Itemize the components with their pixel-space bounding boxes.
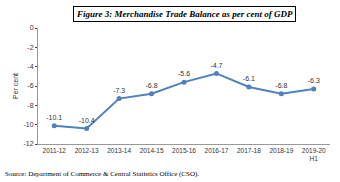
svg-text:-10.1: -10.1 [46, 114, 62, 121]
svg-text:0: 0 [30, 24, 34, 31]
svg-text:2014-15: 2014-15 [140, 147, 164, 154]
svg-text:Figure 3: Merchandise Trade Ba: Figure 3: Merchandise Trade Balance as p… [76, 9, 293, 19]
svg-text:-12: -12 [23, 140, 33, 147]
svg-text:-10.4: -10.4 [79, 117, 95, 124]
svg-text:2016-17: 2016-17 [205, 147, 229, 154]
svg-text:2013-14: 2013-14 [107, 147, 131, 154]
svg-text:-7.3: -7.3 [113, 87, 125, 94]
svg-text:-5.6: -5.6 [178, 70, 190, 77]
svg-text:-4: -4 [27, 63, 33, 70]
svg-text:-6.3: -6.3 [308, 77, 320, 84]
svg-text:2017-18: 2017-18 [237, 147, 261, 154]
svg-text:-6.8: -6.8 [275, 82, 287, 89]
svg-text:Source: Department of Commerce: Source: Department of Commerce & Central… [5, 170, 199, 178]
svg-text:2019-20H1: 2019-20H1 [302, 147, 326, 162]
svg-text:-4.7: -4.7 [210, 62, 222, 69]
svg-text:2011-12: 2011-12 [43, 147, 67, 154]
svg-text:2018-19: 2018-19 [269, 147, 293, 154]
svg-text:-6.1: -6.1 [243, 75, 255, 82]
svg-text:-10: -10 [23, 121, 33, 128]
svg-text:-2: -2 [27, 44, 33, 51]
svg-text:2015-16: 2015-16 [172, 147, 196, 154]
svg-text:2012-13: 2012-13 [75, 147, 99, 154]
svg-text:-8: -8 [27, 102, 33, 109]
svg-text:-6: -6 [27, 82, 33, 89]
svg-text:-6.8: -6.8 [146, 82, 158, 89]
svg-text:Per cent: Per cent [12, 73, 19, 99]
